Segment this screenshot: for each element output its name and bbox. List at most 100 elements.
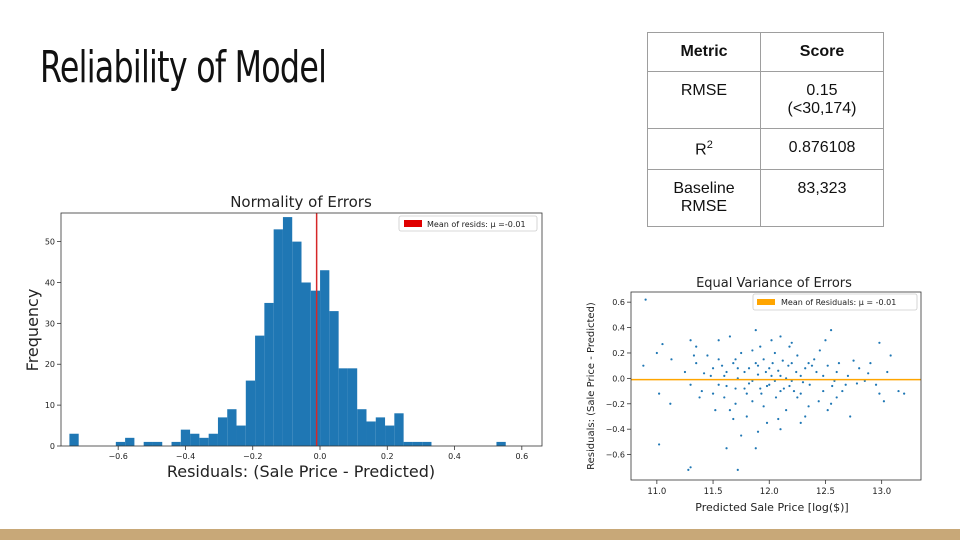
scatter-point [706, 354, 709, 357]
hist-bar [273, 229, 283, 446]
metric-baseline-line1: Baseline [673, 180, 735, 198]
slide-title: Reliability of Model [40, 42, 327, 93]
hist-bar [310, 290, 321, 446]
scatter-point [760, 392, 763, 395]
scatter-point [692, 354, 696, 357]
scatter-point [728, 335, 732, 338]
table-cell-score: 83,323 [760, 169, 884, 228]
hist-bar [69, 433, 79, 446]
table-cell-score: 0.876108 [760, 127, 884, 171]
normality-histogram-chart: Normality of Errors Frequency Residuals:… [23, 193, 543, 481]
scatter-point [669, 402, 672, 405]
hist-title: Normality of Errors [230, 193, 372, 211]
hist-x-tick-label: 0.6 [515, 452, 528, 461]
hist-bar [199, 437, 209, 446]
scatter-point [759, 387, 762, 390]
hist-y-tick-label: 30 [45, 319, 55, 328]
score-baseline: 83,323 [797, 180, 847, 198]
scatter-x-tick-label: 12.5 [816, 487, 835, 497]
scatter-point [689, 466, 692, 469]
scatter-point [770, 374, 773, 377]
table-cell-metric: Baseline RMSE [647, 169, 761, 228]
scatter-point [782, 387, 785, 390]
scatter-point [773, 351, 776, 355]
scatter-point [714, 409, 717, 412]
scatter-point [844, 383, 847, 386]
scatter-point [781, 359, 784, 362]
hist-plot-frame [60, 212, 543, 447]
metric-rmse: RMSE [680, 82, 728, 99]
hist-bar [217, 417, 228, 446]
scatter-point [807, 405, 810, 408]
metric-r2-superscript: 2 [706, 139, 713, 151]
scatter-point [826, 409, 829, 412]
scatter-point [745, 415, 748, 418]
scatter-point [886, 370, 889, 374]
scatter-point [702, 372, 706, 375]
table-cell-metric: R2 [647, 127, 761, 171]
hist-bar [375, 417, 386, 446]
scatter-y-tick-label: 0.0 [612, 374, 625, 383]
score-r2: 0.876108 [788, 139, 856, 156]
scatter-point [779, 335, 782, 338]
scatter-point [869, 362, 872, 365]
scatter-point [717, 339, 720, 342]
scatter-point [807, 362, 810, 365]
scatter-point [747, 367, 751, 370]
scatter-point [849, 415, 852, 418]
scatter-point [824, 339, 827, 342]
scatter-point [670, 358, 673, 361]
scatter-point [795, 370, 798, 374]
scatter-point [734, 358, 737, 361]
scatter-point [756, 364, 760, 367]
hist-bar [245, 380, 256, 446]
scatter-point [736, 367, 739, 370]
hist-bar [227, 409, 237, 446]
hist-bar [496, 441, 506, 446]
hist-y-tick-label: 50 [45, 238, 55, 247]
scatter-point [751, 349, 754, 352]
scatter-point [818, 349, 821, 352]
scatter-point [695, 345, 698, 348]
hist-bar [347, 368, 358, 446]
table-row: RMSE 0.15 (<30,174) [647, 71, 884, 129]
scatter-point [734, 387, 737, 390]
hist-bar [264, 302, 274, 446]
scatter-point [799, 421, 802, 424]
scatter-point [852, 359, 855, 362]
scatter-point [837, 362, 841, 365]
scatter-point [768, 367, 771, 370]
scatter-y-tick-label: 0.2 [612, 349, 625, 358]
hist-x-tick-label: −0.6 [108, 452, 127, 461]
scatter-point [644, 298, 647, 301]
scatter-point [808, 383, 811, 386]
hist-x-tick-label: −0.2 [243, 452, 262, 461]
table-cell-metric: RMSE [647, 71, 761, 129]
scatter-point [762, 358, 765, 361]
scatter-point [858, 367, 861, 370]
hist-bar [125, 437, 135, 446]
scatter-point [695, 362, 698, 365]
scatter-legend-label: Mean of Residuals: μ = -0.01 [781, 298, 896, 307]
hist-bar [329, 311, 339, 446]
scatter-x-tick-label: 13.0 [872, 487, 891, 497]
hist-y-tick-label: 10 [45, 401, 55, 410]
scatter-point [700, 389, 703, 393]
scatter-point [882, 400, 886, 403]
hist-bar [301, 282, 311, 446]
scatter-point [777, 417, 780, 421]
hist-y-tick-label: 20 [45, 360, 55, 369]
hist-bar [338, 368, 348, 446]
scatter-point [788, 384, 791, 388]
scatter-point [734, 402, 737, 405]
scatter-point [770, 339, 773, 342]
hist-bar [357, 409, 367, 446]
table-header-metric: Metric [647, 32, 761, 72]
hist-bar [255, 335, 265, 446]
scatter-point [774, 396, 778, 399]
scatter-point [720, 364, 724, 367]
scatter-point [796, 354, 799, 357]
metric-baseline-line2: RMSE [680, 198, 728, 216]
hist-x-tick-label: 0.4 [448, 452, 461, 461]
scatter-legend: Mean of Residuals: μ = -0.01 [752, 293, 918, 311]
